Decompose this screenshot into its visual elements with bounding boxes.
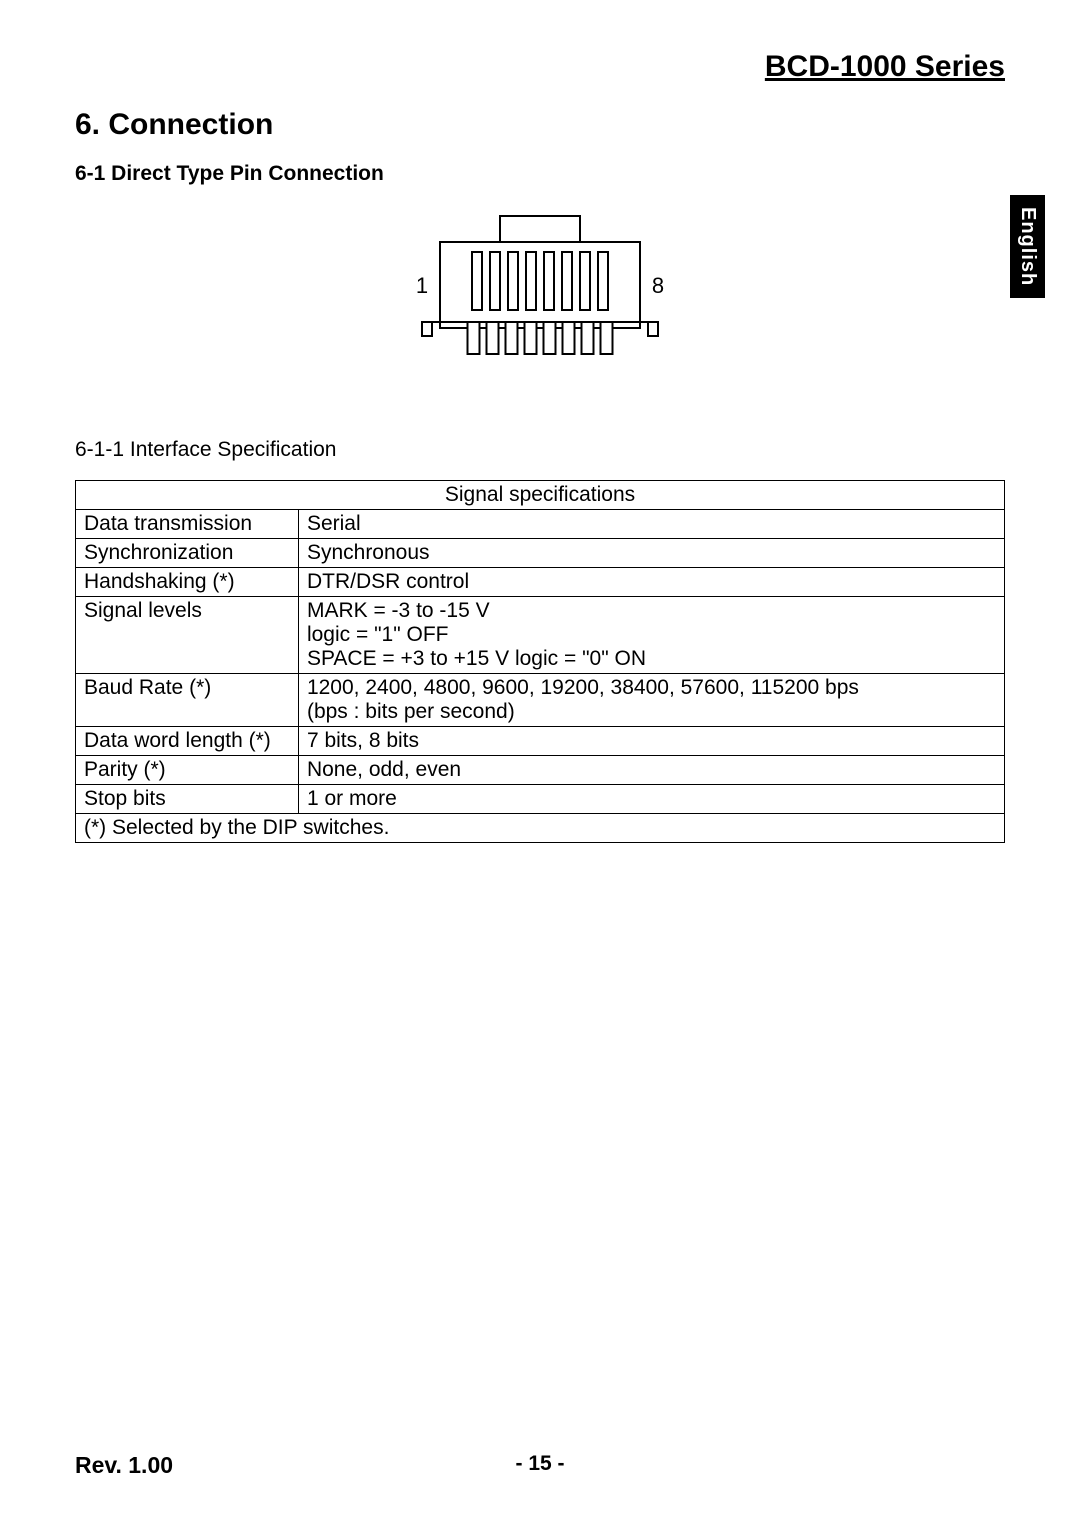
table-row-label: Stop bits bbox=[76, 785, 299, 814]
table-row-value: 7 bits, 8 bits bbox=[298, 727, 1004, 756]
subsection-title: 6-1 Direct Type Pin Connection bbox=[75, 162, 1005, 186]
table-row-label: Data transmission bbox=[76, 510, 299, 539]
table-row-value: DTR/DSR control bbox=[298, 568, 1004, 597]
table-row-value: None, odd, even bbox=[298, 756, 1004, 785]
table-row-value: Synchronous bbox=[298, 539, 1004, 568]
table-row-value: MARK = -3 to -15 V logic = "1" OFF SPACE… bbox=[298, 597, 1004, 674]
table-row: Handshaking (*)DTR/DSR control bbox=[76, 568, 1005, 597]
table-row: Parity (*)None, odd, even bbox=[76, 756, 1005, 785]
table-row-label: Data word length (*) bbox=[76, 727, 299, 756]
table-row: Data transmissionSerial bbox=[76, 510, 1005, 539]
revision-label: Rev. 1.00 bbox=[75, 1452, 173, 1479]
page: BCD-1000 Series English 6. Connection 6-… bbox=[75, 50, 1005, 1479]
spec-table: Signal specifications Data transmissionS… bbox=[75, 480, 1005, 843]
connector-diagram: 18 bbox=[75, 208, 1005, 378]
table-row: Data word length (*)7 bits, 8 bits bbox=[76, 727, 1005, 756]
svg-text:8: 8 bbox=[652, 273, 664, 298]
table-row: SynchronizationSynchronous bbox=[76, 539, 1005, 568]
table-row-label: Handshaking (*) bbox=[76, 568, 299, 597]
table-row-value: 1 or more bbox=[298, 785, 1004, 814]
table-row-label: Parity (*) bbox=[76, 756, 299, 785]
page-footer: Rev. 1.00 - 15 - bbox=[75, 1452, 1005, 1479]
table-row: Signal levelsMARK = -3 to -15 V logic = … bbox=[76, 597, 1005, 674]
section-title: 6. Connection bbox=[75, 108, 1005, 142]
svg-text:1: 1 bbox=[416, 273, 428, 298]
table-row: Baud Rate (*)1200, 2400, 4800, 9600, 192… bbox=[76, 674, 1005, 727]
table-row: Stop bits1 or more bbox=[76, 785, 1005, 814]
table-footnote-row: (*) Selected by the DIP switches. bbox=[76, 814, 1005, 843]
table-header-row: Signal specifications bbox=[76, 481, 1005, 510]
table-row-value: Serial bbox=[298, 510, 1004, 539]
series-header: BCD-1000 Series bbox=[75, 50, 1005, 84]
rj-connector-icon: 18 bbox=[380, 208, 700, 378]
language-tab: English bbox=[1010, 195, 1045, 298]
table-footnote: (*) Selected by the DIP switches. bbox=[76, 814, 1005, 843]
table-row-label: Synchronization bbox=[76, 539, 299, 568]
table-row-value: 1200, 2400, 4800, 9600, 19200, 38400, 57… bbox=[298, 674, 1004, 727]
table-row-label: Signal levels bbox=[76, 597, 299, 674]
table-row-label: Baud Rate (*) bbox=[76, 674, 299, 727]
page-number: - 15 - bbox=[515, 1452, 564, 1476]
table-header: Signal specifications bbox=[76, 481, 1005, 510]
subsubsection-title: 6-1-1 Interface Specification bbox=[75, 438, 1005, 462]
